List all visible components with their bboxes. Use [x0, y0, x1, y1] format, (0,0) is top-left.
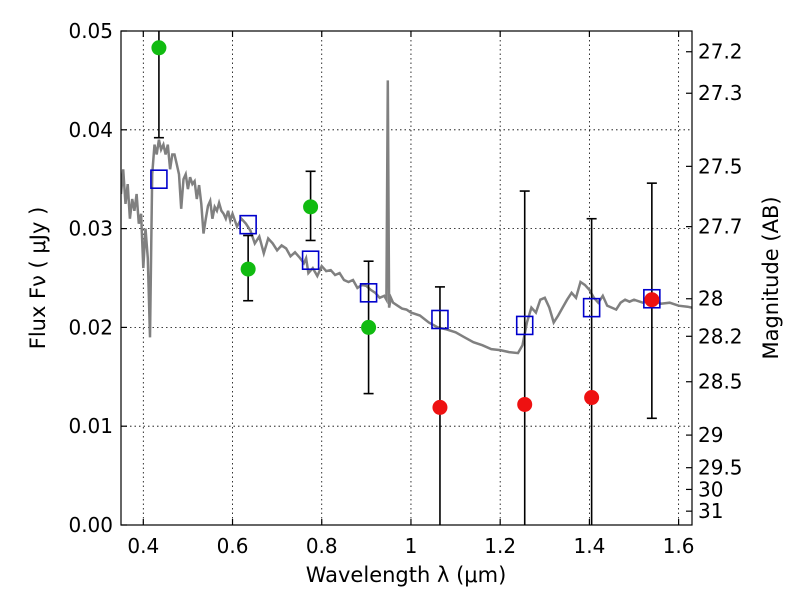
- right-tick-label: 27.7: [698, 215, 743, 239]
- model-sed-line: [121, 80, 692, 355]
- model-band-square: [359, 283, 378, 303]
- x-tick-label: 0.4: [127, 534, 159, 558]
- right-tick-label: 29.5: [698, 456, 743, 480]
- model-band-square: [643, 288, 661, 309]
- right-tick-label: 30: [698, 477, 723, 501]
- model-band-square: [239, 214, 257, 235]
- detection-point: [240, 261, 256, 277]
- x-tick-label: 1.2: [484, 534, 516, 558]
- y-tick-label: 0.05: [68, 19, 113, 43]
- right-tick-label: 27.3: [698, 81, 743, 105]
- right-axis-title: Magnitude (AB): [759, 196, 783, 359]
- non-detection-point: [584, 390, 600, 406]
- y-tick-label: 0.02: [68, 315, 113, 339]
- plot-frame: [120, 30, 693, 526]
- non-detection-point: [432, 399, 448, 415]
- detection-point: [151, 40, 167, 56]
- right-tick-label: 29: [698, 423, 723, 447]
- tick-layer: 0.4 0.6 0.8 1 1.2 1.4 1.6 0.00 0.01 0.02 0.03 0.04 0…: [68, 19, 742, 558]
- x-axis-title: Wavelength λ (μm): [306, 563, 507, 587]
- y-tick-label: 0.01: [68, 414, 113, 438]
- y-tick-label: 0.03: [68, 217, 113, 241]
- right-tick-label: 28: [698, 287, 723, 311]
- y-axis-title: Flux Fν ( μJy ): [26, 207, 50, 350]
- detection-point: [303, 199, 319, 215]
- right-tick-label: 27.5: [698, 154, 743, 178]
- right-tick-label: 31: [698, 499, 723, 523]
- model-band-square: [150, 169, 168, 189]
- model-band-square: [515, 315, 534, 336]
- x-tick-label: 0.6: [217, 534, 249, 558]
- non-detection-point: [644, 292, 660, 308]
- right-tick-label: 27.2: [698, 40, 743, 64]
- x-tick-label: 0.8: [306, 534, 338, 558]
- y-tick-label: 0.00: [68, 513, 113, 537]
- right-tick-label: 28.2: [698, 324, 743, 348]
- x-tick-label: 1.6: [663, 534, 695, 558]
- x-tick-label: 1: [405, 534, 418, 558]
- x-tick-label: 1.4: [573, 534, 605, 558]
- right-tick-label: 28.5: [698, 370, 743, 394]
- non-detection-point: [517, 396, 533, 412]
- model-band-square: [431, 309, 449, 330]
- model-band-square: [301, 250, 320, 271]
- plot-layer: [121, 31, 692, 525]
- y-tick-label: 0.04: [68, 118, 113, 142]
- detection-point: [361, 319, 377, 335]
- model-band-square: [582, 297, 601, 318]
